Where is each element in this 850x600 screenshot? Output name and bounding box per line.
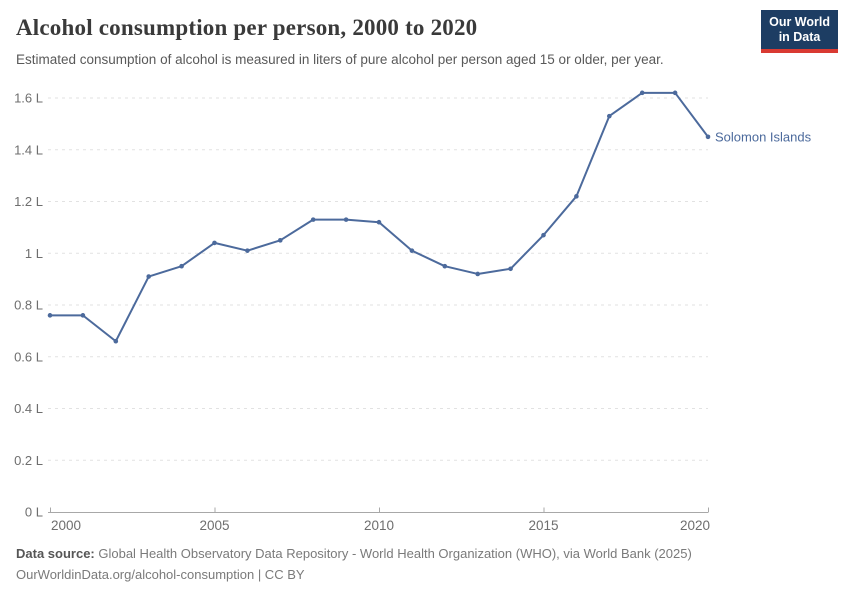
page-title: Alcohol consumption per person, 2000 to … bbox=[16, 15, 478, 40]
y-axis-tick-label: 1.6 L bbox=[14, 91, 43, 106]
owid-logo: Our World in Data bbox=[761, 10, 838, 53]
y-axis-tick-label: 0.2 L bbox=[14, 453, 43, 468]
y-axis-tick-label: 0 L bbox=[25, 505, 43, 520]
data-point bbox=[376, 219, 382, 225]
data-point bbox=[574, 194, 579, 199]
data-point bbox=[212, 240, 217, 246]
data-source-line: Data source: Global Health Observatory D… bbox=[16, 544, 692, 565]
logo-line-1: Our World bbox=[769, 15, 830, 29]
y-axis-tick-label: 0.8 L bbox=[14, 298, 43, 313]
data-point bbox=[541, 232, 546, 238]
data-line-solomon-islands bbox=[49, 91, 709, 343]
series-end-label: Solomon Islands bbox=[715, 129, 812, 144]
y-axis-tick-label: 1.2 L bbox=[14, 194, 43, 209]
data-point bbox=[607, 113, 612, 119]
data-point bbox=[508, 266, 513, 272]
x-axis-tick-label: 2020 bbox=[680, 518, 710, 533]
x-axis-tick-label: 2000 bbox=[51, 518, 81, 533]
line-chart: 0 L 0.2 L 0.4 L 0.6 L 0.8 L 1 L 1.2 L 1.4 L 1.6 … bbox=[14, 90, 812, 534]
citation-line: OurWorldinData.org/alcohol-consumption |… bbox=[16, 566, 305, 582]
page-subtitle: Estimated consumption of alcohol is meas… bbox=[16, 52, 664, 67]
y-axis-tick-label: 1.4 L bbox=[14, 142, 43, 157]
data-point bbox=[146, 274, 151, 279]
x-axis-tick-label: 2015 bbox=[528, 518, 558, 533]
data-point bbox=[442, 263, 448, 269]
data-point bbox=[80, 313, 86, 318]
data-point bbox=[409, 248, 415, 253]
data-source-label: Data source: bbox=[16, 546, 95, 561]
data-point bbox=[475, 271, 481, 277]
data-point bbox=[343, 217, 349, 222]
data-point bbox=[639, 90, 645, 96]
data-point bbox=[278, 238, 283, 243]
x-axis-tick-label: 2005 bbox=[199, 518, 229, 533]
x-axis-tick-label: 2010 bbox=[364, 518, 394, 533]
data-point bbox=[179, 263, 184, 269]
data-point bbox=[705, 134, 711, 140]
data-source-text: Global Health Observatory Data Repositor… bbox=[94, 546, 692, 561]
y-axis-tick-label: 0.4 L bbox=[14, 401, 43, 416]
y-axis-tick-label: 0.6 L bbox=[14, 349, 43, 364]
y-axis-tick-label: 1 L bbox=[25, 246, 43, 261]
data-point bbox=[47, 313, 53, 318]
chart-footer: Data source: Global Health Observatory D… bbox=[16, 544, 692, 586]
data-point bbox=[310, 217, 316, 222]
data-point bbox=[113, 338, 119, 344]
data-point bbox=[245, 248, 250, 253]
data-point bbox=[672, 90, 678, 96]
logo-line-2: in Data bbox=[778, 29, 821, 44]
